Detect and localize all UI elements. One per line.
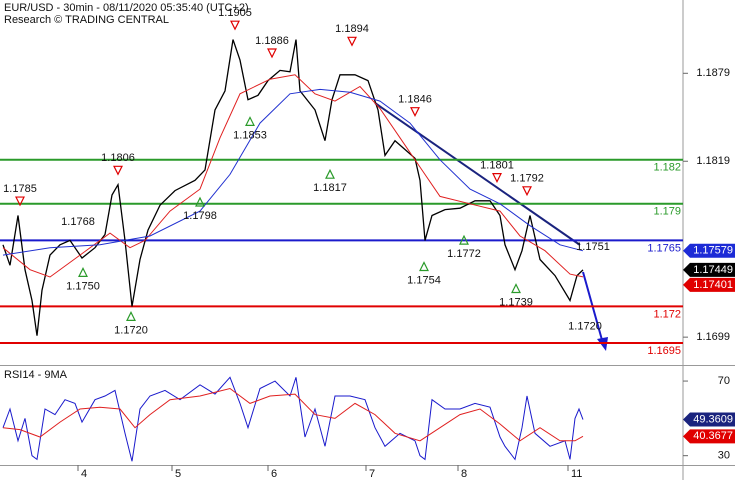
level-label: 1.179: [653, 206, 681, 218]
price-annotation: 1.1806: [101, 152, 135, 164]
price-annotation: 1.1768: [61, 216, 95, 228]
price-annotation: 1.1772: [447, 248, 481, 260]
x-tick-label: 11: [571, 468, 582, 480]
x-tick-label: 7: [369, 468, 375, 480]
x-tick-label: 5: [175, 468, 181, 480]
y-tick-label: 70: [718, 375, 730, 387]
level-label: 1.1765: [647, 242, 681, 254]
price-badge: [683, 277, 735, 292]
chart-subtitle: Research © TRADING CENTRAL: [4, 14, 169, 26]
price-annotation: 1.1751: [576, 241, 610, 253]
series-line: [2, 39, 584, 336]
y-tick-label: 1.1879: [696, 67, 730, 79]
peak-marker: [267, 48, 277, 59]
price-badge: [683, 429, 735, 444]
series-line: [2, 376, 584, 462]
price-annotation: 1.1894: [335, 23, 369, 35]
x-tick-label: 8: [461, 468, 467, 480]
price-badge-label: 1.17579: [693, 245, 733, 257]
trough-marker: [195, 196, 205, 207]
peak-marker: [492, 173, 502, 183]
price-annotation: 1.1817: [313, 182, 347, 194]
price-badge: [683, 243, 735, 258]
trough-marker: [245, 116, 255, 127]
trend-line: [374, 102, 581, 246]
x-tick-label: 6: [271, 468, 277, 480]
price-annotation: 1.1886: [255, 35, 289, 47]
price-annotation: 1.1754: [407, 274, 441, 286]
series-line: [2, 74, 584, 278]
price-annotation: 1.1846: [398, 94, 432, 106]
price-annotation: 1.1905: [218, 7, 252, 19]
price-badge-label: 1.17401: [693, 279, 733, 291]
level-label: 1.182: [653, 162, 681, 174]
price-badge-label: 40.3677: [693, 430, 733, 442]
trough-marker: [419, 261, 429, 272]
peak-marker: [113, 165, 123, 176]
y-tick-label: 1.1699: [696, 331, 730, 343]
price-annotation: 1.1801: [480, 160, 514, 172]
price-annotation: 1.1798: [183, 210, 217, 222]
series-line: [2, 387, 584, 442]
indicator-title: RSI14 - 9MA: [4, 369, 68, 381]
peak-marker: [347, 36, 357, 47]
price-badge: [683, 412, 735, 427]
price-badge-label: 1.17449: [693, 264, 733, 276]
price-annotation: 1.1785: [3, 183, 37, 195]
price-annotation: 1.1739: [499, 296, 533, 308]
level-label: 1.172: [653, 308, 681, 320]
price-badge: [683, 262, 735, 277]
price-annotation: 1.1792: [510, 173, 544, 185]
peak-marker: [15, 196, 25, 207]
series-line: [2, 88, 584, 256]
peak-marker: [410, 107, 420, 118]
trough-marker: [126, 311, 136, 321]
peak-marker: [522, 186, 532, 197]
trough-marker: [459, 234, 469, 245]
trough-marker: [325, 168, 335, 179]
price-annotation: 1.1853: [233, 129, 267, 141]
chart-title: EUR/USD - 30min - 08/11/2020 05:35:40 (U…: [4, 2, 249, 14]
price-annotation: 1.1720: [568, 320, 602, 332]
peak-marker: [230, 20, 240, 31]
y-tick-label: 1.1819: [696, 155, 730, 167]
x-tick-label: 4: [81, 468, 87, 480]
trough-marker: [78, 267, 88, 277]
price-annotation: 1.1750: [66, 280, 100, 292]
trough-marker: [511, 283, 521, 294]
price-badge-label: 49.3609: [693, 413, 733, 425]
y-tick-label: 30: [718, 450, 730, 462]
price-annotation: 1.1720: [114, 324, 148, 336]
level-label: 1.1695: [647, 345, 681, 357]
plot-layer: 1.1879 1.1819 1.1699 1.182 1.179 1.1765 1.172 1…: [0, 7, 735, 480]
